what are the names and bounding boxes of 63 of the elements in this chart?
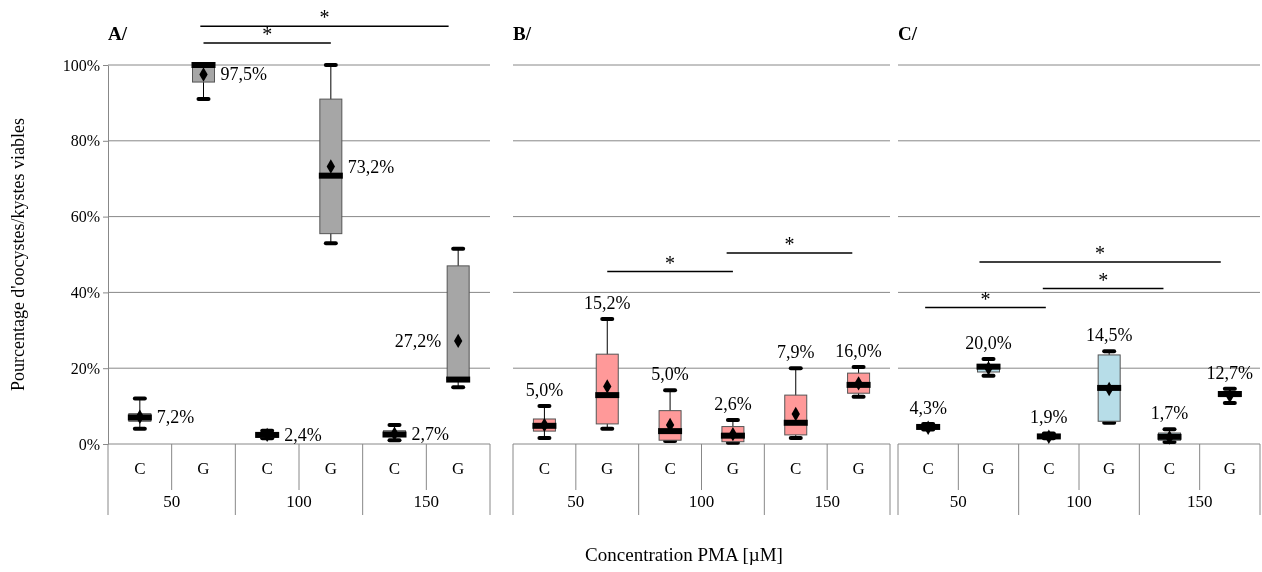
annotation: * — [980, 287, 991, 310]
text: 16,0% — [835, 341, 882, 362]
text: 100 — [1066, 492, 1092, 511]
x-tick-label: G — [726, 459, 740, 478]
text: 97,5% — [220, 64, 267, 85]
annotation: * — [1098, 268, 1109, 291]
text: 5,0% — [651, 364, 689, 385]
y-tick-label: 40% — [70, 284, 100, 302]
x-tick-label: G — [852, 459, 865, 478]
text: * — [319, 6, 330, 29]
x-tick-label: C — [922, 459, 934, 478]
y-tick-label: 0% — [78, 435, 100, 453]
text: 50 — [949, 492, 967, 511]
y-tick-label: 80% — [70, 132, 100, 150]
x-tick-label: C — [664, 459, 676, 478]
text: 1,9% — [1030, 407, 1068, 428]
text: 20,0% — [965, 333, 1012, 354]
text: 100 — [286, 492, 312, 511]
text: 27,2% — [394, 330, 442, 351]
text: 73,2% — [347, 156, 395, 177]
annotation: * — [1095, 242, 1106, 265]
text: 12,7% — [1206, 362, 1254, 383]
x-tick-label: G — [452, 459, 465, 478]
x-tick-label: C — [1043, 459, 1055, 478]
y-tick-label: 100% — [62, 56, 100, 74]
text: 2,6% — [714, 394, 752, 415]
text: 150 — [1186, 492, 1213, 511]
y-tick-label: 60% — [70, 208, 100, 226]
x-tick-label: G — [1103, 459, 1116, 478]
x-axis-title: Concentration PMA [µM] — [585, 544, 783, 565]
x-tick-label: G — [1223, 459, 1236, 478]
x-tick-label: C — [538, 459, 551, 478]
text: 14,5% — [1085, 325, 1133, 346]
text: 2,7% — [411, 423, 449, 444]
x-tick-label: G — [197, 459, 210, 478]
text: 5,0% — [525, 380, 564, 401]
y-axis-title: Pourcentage d'oocystes/kystes viables — [8, 117, 28, 392]
text: 100 — [688, 492, 715, 511]
text: 7,9% — [777, 342, 815, 363]
x-tick-label: G — [324, 459, 337, 478]
text: 150 — [814, 492, 840, 511]
x-tick-label: C — [790, 459, 802, 478]
text: 50 — [163, 492, 181, 511]
text: 7,2% — [156, 406, 195, 427]
text: * — [262, 23, 273, 46]
text: 15,2% — [584, 292, 631, 313]
text: 2,4% — [284, 424, 322, 445]
x-tick-label: C — [134, 459, 146, 478]
chart-title: C/ — [898, 23, 918, 44]
x-tick-label: C — [388, 459, 401, 478]
text: 50 — [567, 492, 585, 511]
x-tick-label: C — [261, 459, 273, 478]
text: 1,7% — [1150, 403, 1189, 424]
x-tick-label: G — [601, 459, 614, 478]
x-tick-label: C — [1163, 459, 1176, 478]
chart-title: A/ — [108, 23, 128, 44]
chart-title: B/ — [513, 23, 532, 44]
y-tick-label: 20% — [70, 359, 100, 377]
annotation: * — [665, 251, 676, 274]
x-tick-label: G — [982, 459, 995, 478]
annotation: * — [784, 232, 795, 255]
text: 150 — [413, 492, 440, 511]
text: 4,3% — [909, 397, 947, 418]
